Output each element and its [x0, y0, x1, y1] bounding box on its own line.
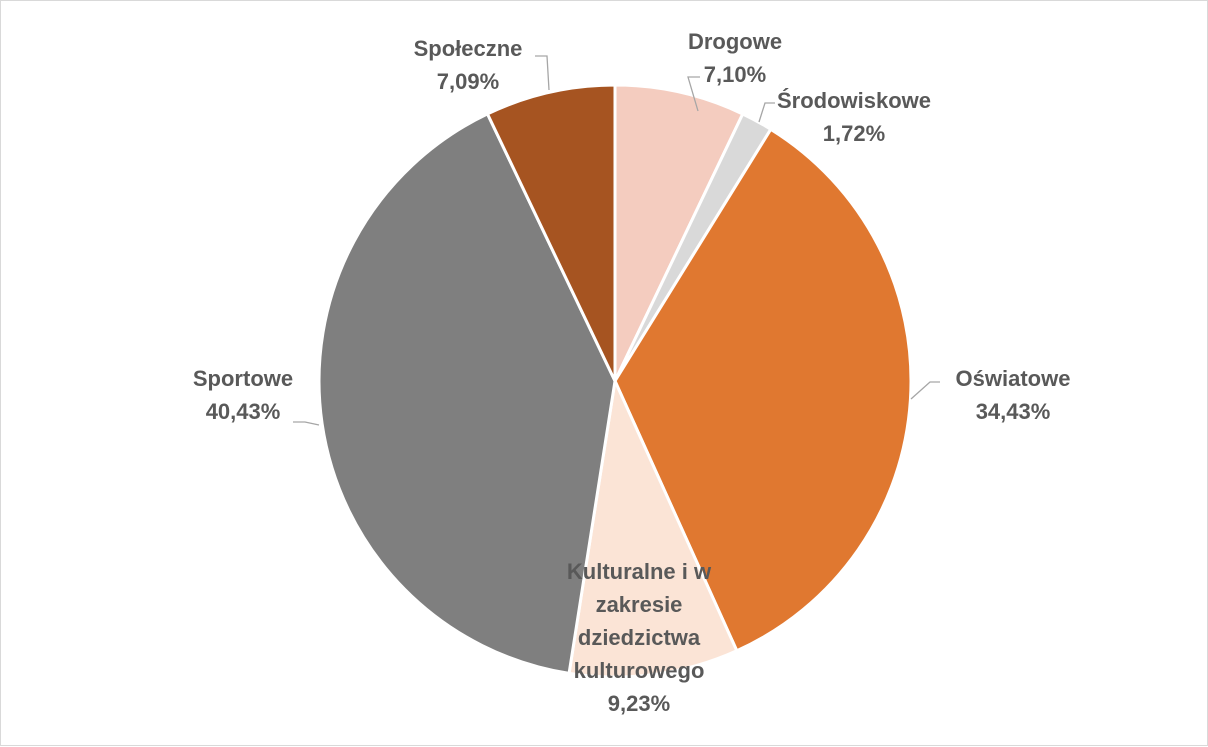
leader-line-drogowe — [687, 76, 700, 112]
data-label-oswiatowe: Oświatowe 34,43% — [956, 366, 1071, 424]
pie-slice-drogowe — [613, 83, 745, 383]
data-label-category: Społeczne — [414, 36, 523, 61]
pie-slice-spoleczne — [485, 83, 617, 383]
data-label-value: 1,72% — [823, 121, 885, 146]
data-label-spoleczne: Społeczne 7,09% — [414, 36, 523, 94]
data-label-category: kulturowego — [574, 658, 705, 683]
data-label-drogowe: Drogowe 7,10% — [688, 29, 782, 87]
data-label-value: 34,43% — [976, 399, 1051, 424]
data-label-sportowe: Sportowe 40,43% — [193, 366, 293, 424]
data-label-category: Kulturalne i w — [567, 559, 712, 584]
leader-line-spoleczne — [535, 55, 550, 91]
data-label-value: 40,43% — [206, 399, 281, 424]
data-label-category: Drogowe — [688, 29, 782, 54]
data-label-category: Oświatowe — [956, 366, 1071, 391]
slices-group — [317, 83, 913, 679]
data-label-category: Sportowe — [193, 366, 293, 391]
pie-slice-kulturalne-i-w-zakresie-dziedzictwa-kulturowego — [567, 379, 739, 679]
data-label-value: 7,09% — [437, 69, 499, 94]
data-label-srodowiskowe: Środowiskowe 1,72% — [777, 88, 931, 146]
leader-line-oswiatowe — [910, 381, 940, 400]
data-label-value: 7,10% — [704, 62, 766, 87]
data-label-kulturalne-i-w-zakresie-dziedzictwa-kulturowego: Kulturalne i w zakresie dziedzictwa kulturo… — [567, 559, 712, 716]
data-labels-group: Drogowe 7,10% Środowiskowe 1,72% Oświatowe 34… — [193, 29, 1071, 716]
pie-slice-oswiatowe — [613, 127, 913, 653]
leader-lines-group — [293, 55, 940, 426]
leader-line-sportowe — [293, 421, 320, 426]
data-label-category: Środowiskowe — [777, 88, 931, 113]
data-label-category: dziedzictwa — [578, 625, 701, 650]
data-label-value: 9,23% — [608, 691, 670, 716]
pie-slice-sportowe — [317, 112, 617, 675]
leader-line-srodowiskowe — [758, 102, 775, 123]
data-label-category: zakresie — [596, 592, 683, 617]
